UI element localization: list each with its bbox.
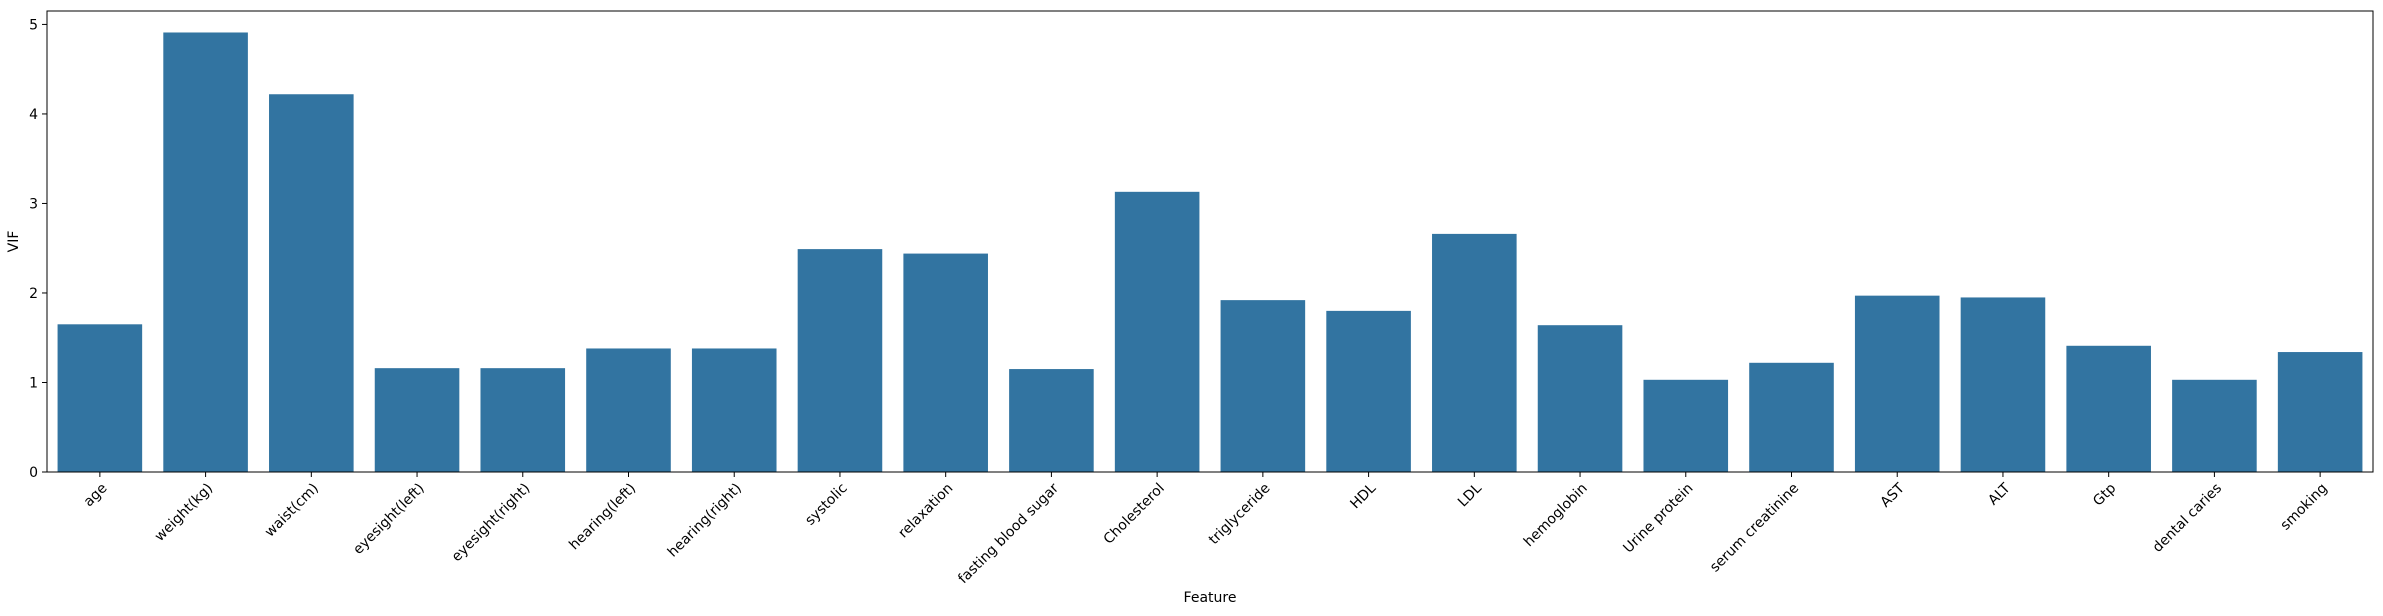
- bar-weight(kg): [163, 32, 248, 473]
- bar-ALT: [1960, 297, 2046, 472]
- bar-relaxation: [903, 253, 988, 472]
- y-tick-label: 3: [29, 196, 38, 212]
- x-tick-label: waist(cm): [262, 480, 322, 540]
- x-tick-label: eyesight(right): [449, 480, 534, 565]
- x-axis-label: Feature: [1184, 590, 1237, 606]
- bar-HDL: [1326, 310, 1411, 472]
- y-tick-label: 0: [29, 465, 38, 481]
- bar-LDL: [1432, 233, 1517, 472]
- x-tick-label: smoking: [2278, 480, 2331, 533]
- bar-hearing(left): [586, 348, 671, 472]
- bar-Cholesterol: [1114, 191, 1200, 473]
- x-tick-label: dental caries: [2150, 480, 2225, 555]
- x-tick-label: serum creatinine: [1707, 480, 1802, 575]
- x-tick-label: hemoglobin: [1521, 480, 1591, 550]
- x-tick-label: weight(kg): [152, 480, 216, 544]
- x-tick-label: relaxation: [895, 480, 956, 541]
- x-tick-label: age: [81, 480, 111, 510]
- bar-eyesight(right): [480, 368, 566, 472]
- y-axis: 0 1 2 3 4 5: [29, 17, 47, 481]
- bar-eyesight(left): [374, 368, 460, 472]
- x-tick-label: eyesight(left): [350, 480, 427, 557]
- bar-hearing(right): [691, 348, 777, 472]
- x-tick-label: Cholesterol: [1101, 480, 1168, 547]
- x-tick-label: Urine protein: [1620, 480, 1696, 556]
- x-tick-label: LDL: [1455, 480, 1485, 510]
- x-tick-label: hearing(right): [665, 480, 745, 560]
- y-tick-label: 4: [29, 107, 38, 123]
- x-tick-label: ALT: [1985, 480, 2014, 509]
- plot-frame: [46, 10, 2374, 473]
- x-tick-label: HDL: [1347, 480, 1379, 512]
- x-tick-label: AST: [1877, 480, 1908, 511]
- y-tick-label: 1: [29, 375, 38, 391]
- bars-group: [57, 32, 2363, 473]
- bar-dental caries: [2172, 379, 2257, 472]
- bar-Gtp: [2066, 345, 2151, 472]
- x-tick-label: triglyceride: [1206, 480, 1274, 548]
- x-tick-label: Gtp: [2090, 480, 2119, 509]
- bar-systolic: [797, 249, 883, 472]
- bar-fasting blood sugar: [1009, 369, 1094, 472]
- x-tick-label: systolic: [802, 480, 850, 528]
- x-axis: age weight(kg) waist(cm) eyesight(left) eyes…: [81, 472, 2331, 587]
- bar-hemoglobin: [1537, 325, 1623, 472]
- bar-waist(cm): [269, 94, 354, 473]
- x-tick-label: fasting blood sugar: [955, 480, 1062, 587]
- bar-serum creatinine: [1749, 362, 1834, 472]
- bar-triglyceride: [1220, 300, 1306, 472]
- y-tick-label: 2: [29, 286, 38, 302]
- bar-smoking: [2277, 352, 2363, 472]
- bar-age: [57, 324, 143, 472]
- y-axis-label: VIF: [6, 231, 22, 253]
- x-tick-label: hearing(left): [566, 480, 639, 553]
- bar-AST: [1854, 295, 1940, 472]
- y-tick-label: 5: [29, 17, 38, 33]
- bar-Urine protein: [1643, 379, 1729, 472]
